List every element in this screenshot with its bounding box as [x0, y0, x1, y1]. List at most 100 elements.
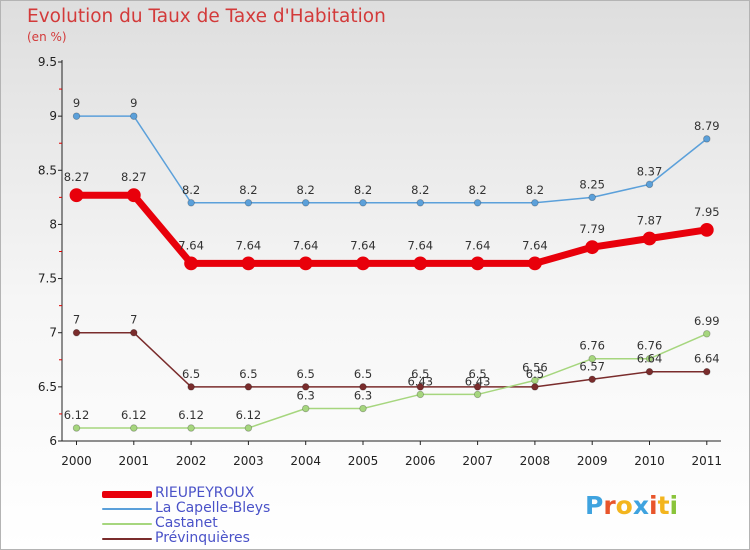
- data-point: [302, 383, 310, 391]
- x-tick-label: 2004: [290, 454, 321, 468]
- logo-letter: i: [649, 491, 658, 520]
- data-point: [298, 256, 313, 271]
- data-label: 6.3: [297, 389, 315, 403]
- data-label: 8.2: [182, 183, 200, 197]
- y-tick-label: 8.5: [38, 163, 57, 177]
- x-tick-label: 2006: [405, 454, 436, 468]
- data-label: 6.5: [411, 367, 429, 381]
- data-label: 7.79: [579, 222, 605, 236]
- data-label: 6.5: [182, 367, 200, 381]
- data-label: 6.5: [468, 367, 486, 381]
- data-point: [531, 199, 539, 207]
- data-label: 6.5: [354, 367, 372, 381]
- data-point: [645, 367, 654, 376]
- data-point: [585, 240, 600, 255]
- data-label: 8.2: [526, 183, 544, 197]
- data-label: 6.12: [178, 408, 204, 422]
- data-point: [244, 383, 253, 391]
- logo-letter: x: [632, 491, 649, 520]
- y-tick-label: 6.5: [38, 380, 57, 394]
- data-label: 6.5: [239, 367, 257, 381]
- data-label: 6.5: [297, 367, 315, 381]
- data-point: [645, 180, 654, 189]
- legend-swatch: [102, 538, 152, 540]
- x-tick-label: 2001: [119, 454, 150, 468]
- data-point: [645, 355, 654, 363]
- data-label: 7.64: [465, 238, 491, 252]
- y-tick-label: 7: [49, 326, 57, 340]
- data-label: 6.99: [694, 314, 720, 328]
- data-point: [413, 256, 428, 271]
- data-label: 7: [130, 313, 137, 327]
- data-point: [531, 383, 539, 391]
- data-label: 8.2: [411, 183, 429, 197]
- x-tick-label: 2003: [233, 454, 264, 468]
- data-label: 8.27: [121, 170, 147, 184]
- data-point: [130, 329, 138, 337]
- data-point: [473, 199, 482, 207]
- data-label: 6.76: [637, 339, 663, 353]
- y-tick-label: 8: [49, 217, 57, 231]
- data-point: [416, 199, 424, 207]
- data-label: 8.37: [637, 164, 663, 178]
- data-label: 9: [73, 96, 80, 110]
- data-point: [72, 112, 81, 120]
- data-label: 8.79: [694, 119, 720, 133]
- data-label: 6.76: [579, 339, 605, 353]
- legend-swatch: [102, 508, 152, 510]
- data-label: 8.25: [579, 177, 605, 191]
- data-label: 6.64: [694, 352, 720, 366]
- data-point: [528, 256, 542, 271]
- data-label: 8.2: [468, 183, 486, 197]
- data-label: 7.64: [407, 238, 433, 252]
- legend-label: Castanet: [155, 515, 218, 531]
- data-label: 6.64: [637, 352, 663, 366]
- x-tick-label: 2010: [634, 454, 665, 468]
- data-label: 6.5: [526, 367, 544, 381]
- legend-label: RIEUPEYROUX: [155, 485, 255, 501]
- data-point: [69, 188, 84, 203]
- data-point: [416, 390, 424, 399]
- data-point: [187, 383, 195, 391]
- data-label: 7.95: [694, 205, 720, 219]
- logo-letter: o: [615, 491, 633, 520]
- data-point: [699, 222, 714, 237]
- y-tick-label: 9: [49, 109, 57, 123]
- x-tick-label: 2011: [692, 454, 723, 468]
- data-label: 7.64: [293, 238, 319, 252]
- data-point: [241, 256, 256, 271]
- data-point: [416, 383, 424, 391]
- data-point: [356, 256, 370, 271]
- series-line: [75, 333, 708, 429]
- data-label: 6.57: [579, 359, 605, 373]
- y-tick-label: 6: [49, 434, 57, 448]
- data-label: 8.27: [64, 170, 90, 184]
- data-label: 7.64: [236, 238, 262, 252]
- logo-letter: r: [603, 491, 616, 520]
- data-label: 7.64: [522, 238, 548, 252]
- data-point: [72, 424, 81, 432]
- series-line: [73, 191, 711, 267]
- x-tick-label: 2002: [176, 454, 207, 468]
- data-point: [703, 330, 711, 338]
- legend-swatch: [102, 523, 152, 525]
- legend-label: Prévinquières: [155, 530, 250, 546]
- data-label: 8.2: [354, 183, 372, 197]
- data-label: 6.12: [236, 408, 262, 422]
- series-line: [75, 115, 708, 204]
- data-point: [187, 199, 195, 207]
- y-tick-label: 9.5: [38, 55, 57, 69]
- data-label: 9: [130, 96, 137, 110]
- data-label: 6.12: [121, 408, 147, 422]
- data-label: 7: [73, 313, 80, 327]
- data-point: [588, 375, 596, 383]
- y-tick-label: 7.5: [38, 272, 57, 286]
- data-point: [473, 390, 482, 399]
- data-point: [588, 193, 596, 202]
- data-label: 6.43: [407, 374, 433, 388]
- data-point: [359, 383, 367, 391]
- data-point: [130, 424, 138, 432]
- data-label: 7.64: [178, 238, 204, 252]
- x-tick-label: 2000: [61, 454, 92, 468]
